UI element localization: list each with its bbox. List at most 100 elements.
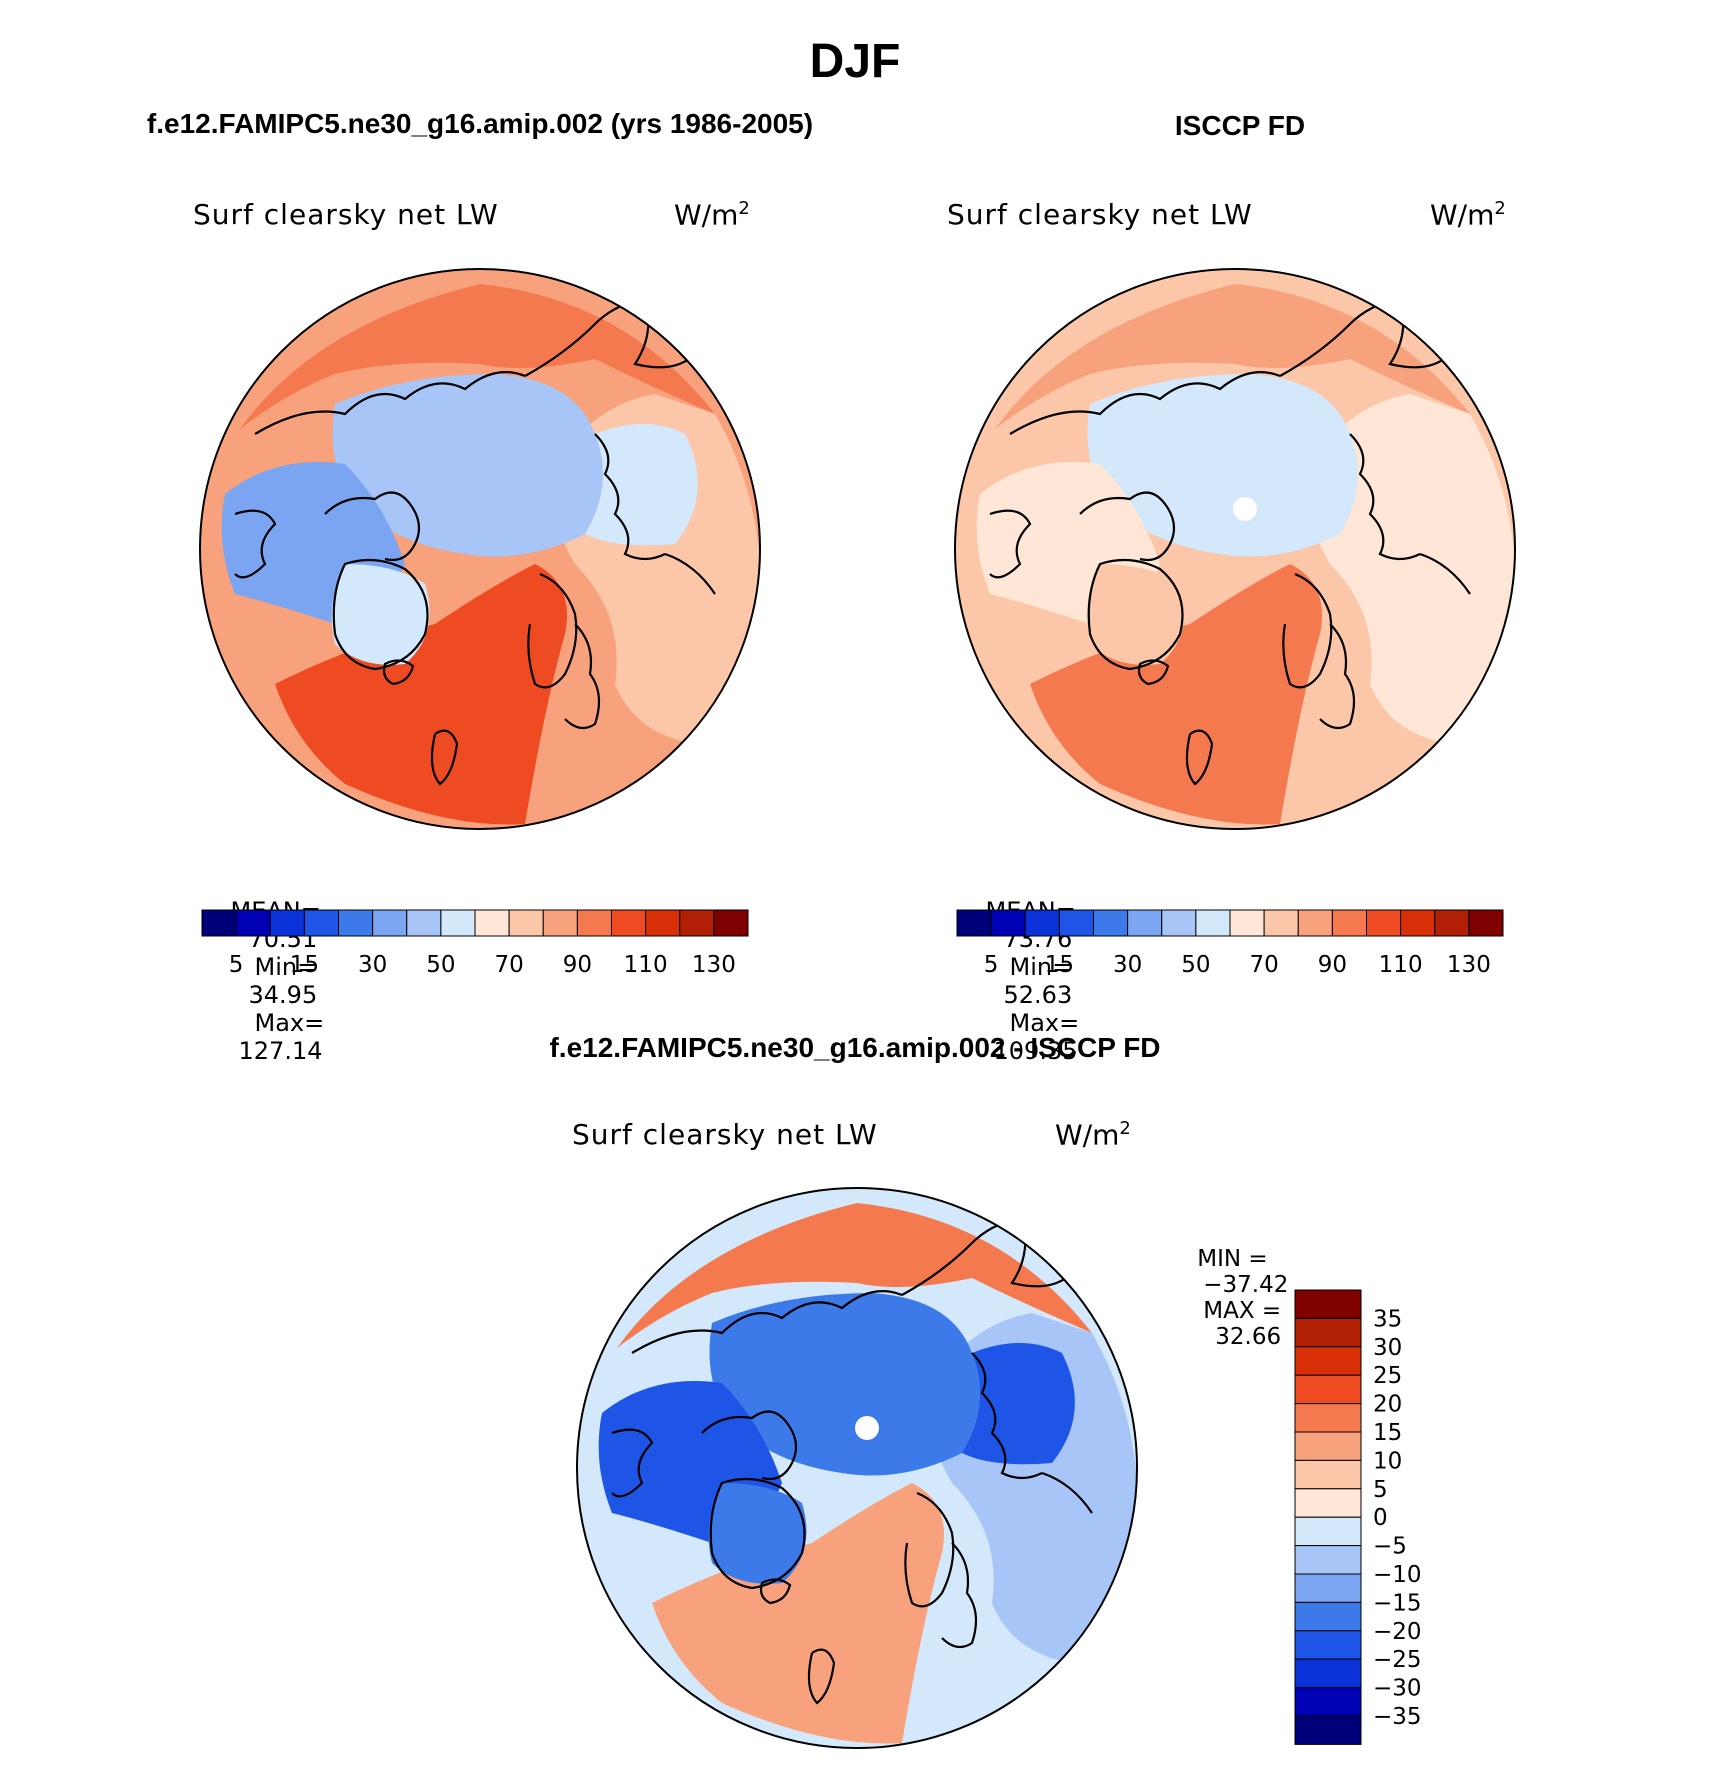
colorbar-swatch (990, 909, 1026, 937)
diff-min-label: MIN = (1197, 1246, 1268, 1272)
colorbar-swatch (611, 909, 647, 937)
colorbar-swatch (1297, 909, 1333, 937)
model-panel-title: f.e12.FAMIPC5.ne30_g16.amip.002 (yrs 198… (146, 108, 814, 139)
colorbar-swatch (508, 909, 544, 937)
field-region-greenland (1086, 564, 1185, 665)
coastline (527, 572, 578, 689)
colorbar-swatch (576, 909, 612, 937)
colorbar-tick-label: 90 (1318, 952, 1347, 978)
coastline (594, 433, 666, 561)
colorbar-swatch (1294, 1403, 1362, 1433)
field-region-arctic-ocean (1087, 374, 1358, 557)
colorbar-swatch (1294, 1346, 1362, 1376)
diff-units-base: W/m (1055, 1118, 1120, 1152)
colorbar-swatch (338, 909, 374, 937)
field-region-greenland (708, 1483, 807, 1584)
map-border (199, 268, 761, 830)
colorbar-swatch (1127, 909, 1163, 937)
colorbar-swatch (1195, 909, 1231, 937)
colorbar-tick-label: 5 (1373, 1477, 1388, 1503)
model-colorbar: 5 15 30 50 70 90 110 130 (201, 909, 749, 978)
coastline (254, 371, 526, 435)
colorbar-tick-label: 15 (290, 952, 319, 978)
coastline (611, 1428, 654, 1498)
colorbar-swatch (1294, 1601, 1362, 1632)
coastline (1009, 371, 1281, 435)
colorbar-tick-label: 35 (1373, 1306, 1402, 1332)
diff-units-exponent: 2 (1119, 1118, 1131, 1139)
colorbar-swatch (1294, 1545, 1362, 1575)
colorbar-tick-label: −5 (1373, 1534, 1407, 1560)
map-border (954, 268, 1516, 830)
obs-panel-title: ISCCP FD (1174, 110, 1306, 141)
coastline (759, 1578, 792, 1605)
field-region-pacific-cap (617, 1203, 1092, 1348)
map-border (576, 1187, 1138, 1749)
colorbar-swatch (1294, 1488, 1362, 1518)
colorbar-swatch (1400, 909, 1436, 937)
obs-min-label: Min= (1009, 953, 1073, 981)
coastline (709, 1477, 806, 1590)
colorbar-swatch (235, 909, 271, 937)
difference-panel-title: f.e12.FAMIPC5.ne30_g16.amip.002 - ISCCP … (549, 1032, 1161, 1063)
obs-units-exponent: 2 (1494, 198, 1506, 219)
colorbar-swatch (679, 909, 715, 937)
coastline (564, 623, 601, 730)
obs-units-base: W/m (1430, 198, 1495, 232)
colorbar-swatch (1294, 1516, 1362, 1547)
colorbar-tick-label: 5 (984, 952, 999, 978)
colorbar-swatch (1093, 909, 1129, 937)
colorbar-swatch (303, 909, 339, 937)
model-units-label: W/m2 (674, 198, 750, 231)
colorbar-swatch (1161, 909, 1197, 937)
diff-max-value: 32.66 (1215, 1324, 1282, 1350)
colorbar-swatch (956, 909, 992, 937)
coastline (324, 491, 421, 562)
colorbar-tick-label: −30 (1373, 1676, 1422, 1702)
model-min-label: Min= (254, 953, 318, 981)
field-region-atlantic (652, 1483, 944, 1744)
model-variable-label: Surf clearsky net LW (193, 198, 499, 231)
pole-hole (1233, 497, 1257, 521)
colorbar-swatch (1294, 1317, 1362, 1348)
colorbar-swatch (1294, 1289, 1362, 1319)
colorbar-tick-label: 5 (229, 952, 244, 978)
colorbar-tick-label: 130 (1447, 952, 1491, 978)
colorbar-tick-label: 110 (624, 952, 668, 978)
colorbar-tick-label: 15 (1045, 952, 1074, 978)
diff-min-value: −37.42 (1203, 1272, 1289, 1298)
colorbar-swatch (372, 909, 408, 937)
field-region-arctic-ocean (709, 1293, 980, 1476)
colorbar-tick-label: −35 (1373, 1704, 1422, 1730)
colorbar-swatch (1294, 1431, 1362, 1461)
obs-variable-label: Surf clearsky net LW (947, 198, 1253, 231)
model-units-exponent: 2 (738, 198, 750, 219)
obs-colorbar: 5 15 30 50 70 90 110 130 (956, 909, 1504, 978)
coastline (1087, 558, 1184, 671)
diff-polar-map (576, 1187, 1138, 1749)
colorbar-tick-label: −25 (1373, 1647, 1422, 1673)
colorbar-tick-label: 15 (1373, 1420, 1402, 1446)
model-units-base: W/m (674, 198, 739, 232)
colorbar-swatch (1229, 909, 1265, 937)
coastline (234, 509, 277, 579)
colorbar-tick-label: 130 (692, 952, 736, 978)
colorbar-swatch (645, 909, 681, 937)
model-max-value: 127.14 (238, 1037, 323, 1065)
colorbar-swatch (1294, 1374, 1362, 1405)
obs-max-label: Max= (1009, 1009, 1080, 1037)
colorbar-swatch (440, 909, 476, 937)
field-region-pacific-cap (240, 284, 715, 429)
field-region-siberia (1340, 424, 1453, 546)
colorbar-tick-label: 10 (1373, 1448, 1402, 1474)
colorbar-tick-label: 70 (494, 952, 523, 978)
colorbar-swatch (1263, 909, 1299, 937)
colorbar-swatch (201, 909, 237, 937)
colorbar-swatch (713, 909, 749, 937)
colorbar-swatch (1366, 909, 1402, 937)
coastline (1185, 729, 1214, 786)
coastline (989, 509, 1032, 579)
coastline (941, 1542, 978, 1649)
coastline (1079, 491, 1176, 562)
